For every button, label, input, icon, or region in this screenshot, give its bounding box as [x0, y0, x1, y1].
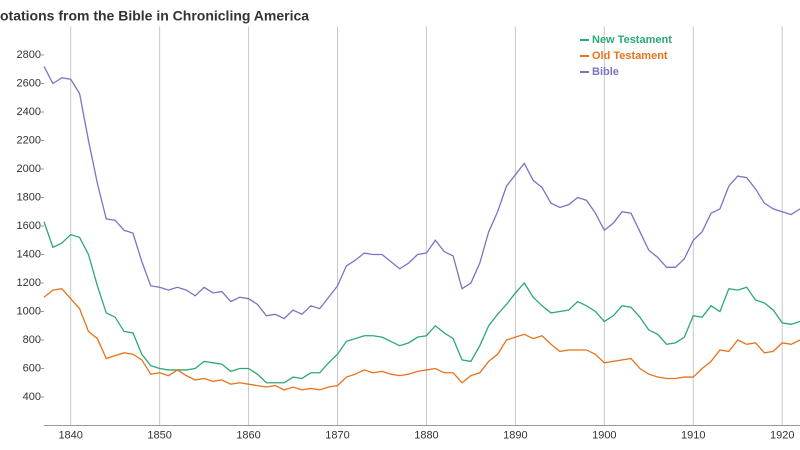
y-tick-label: 600	[23, 362, 41, 374]
x-tick-label: 1860	[236, 429, 260, 441]
y-tick-label: 2600	[17, 77, 41, 89]
legend: New Testament Old Testament Bible	[580, 34, 672, 78]
y-tick-label: 2200	[17, 134, 41, 146]
legend-label: New Testament	[592, 34, 672, 46]
y-tick-label: 1800	[17, 191, 41, 203]
y-tick-label: 1600	[17, 220, 41, 232]
y-tick-label: 2000	[17, 163, 41, 175]
legend-label: Old Testament	[592, 50, 668, 62]
x-tick-label: 1920	[770, 429, 794, 441]
y-tick-label: 2400	[17, 106, 41, 118]
legend-label: Bible	[592, 66, 619, 78]
y-tick-label: 1200	[17, 277, 41, 289]
chart-title: otations from the Bible in Chronicling A…	[0, 8, 309, 24]
x-tick-label: 1900	[592, 429, 616, 441]
line-series	[43, 221, 800, 384]
y-tick-label: 400	[23, 391, 41, 403]
y-tick-label: 1000	[17, 305, 41, 317]
y-tick-label: 800	[23, 334, 41, 346]
y-tick-label: 2800	[17, 49, 41, 61]
x-tick-label: 1910	[681, 429, 705, 441]
x-tick-label: 1850	[147, 429, 171, 441]
x-tick-label: 1840	[58, 429, 82, 441]
y-tick-label: 1400	[17, 248, 41, 260]
x-tick-label: 1890	[503, 429, 527, 441]
x-tick-label: 1870	[325, 429, 349, 441]
x-tick-label: 1880	[414, 429, 438, 441]
line-series	[43, 288, 800, 391]
line-series	[43, 66, 800, 320]
